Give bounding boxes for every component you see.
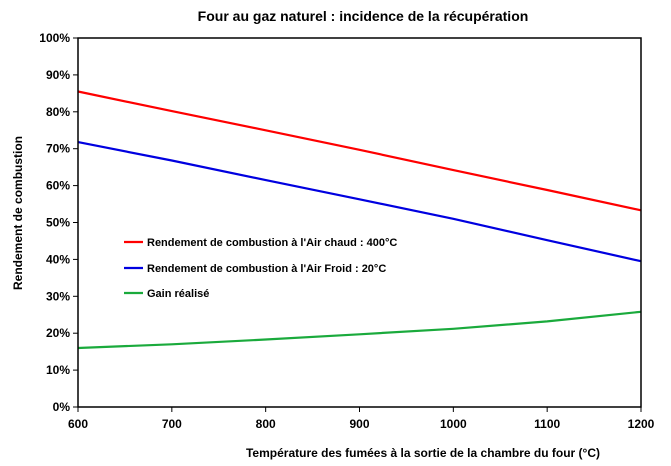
x-tick-label: 1000 xyxy=(440,417,467,431)
x-axis: 600 700 800 900 1000 1100 1200 xyxy=(68,407,655,431)
y-tick-label: 90% xyxy=(46,68,70,82)
y-tick-label: 60% xyxy=(46,179,70,193)
x-tick-label: 1200 xyxy=(628,417,655,431)
x-tick-label: 1100 xyxy=(534,417,560,431)
y-tick-label: 0% xyxy=(53,400,71,414)
y-axis-title: Rendement de combustion xyxy=(11,136,25,290)
chart-title: Four au gaz naturel : incidence de la ré… xyxy=(198,8,529,24)
y-tick-label: 20% xyxy=(46,326,70,340)
y-tick-label: 70% xyxy=(46,142,70,156)
x-tick-label: 700 xyxy=(162,417,182,431)
legend-label: Rendement de combustion à l'Air Froid : … xyxy=(147,263,386,275)
x-axis-title: Température des fumées à la sortie de la… xyxy=(246,446,600,460)
legend: Rendement de combustion à l'Air chaud : … xyxy=(124,237,397,300)
y-tick-label: 10% xyxy=(46,363,70,377)
y-tick-label: 50% xyxy=(46,216,70,230)
x-tick-label: 900 xyxy=(349,417,369,431)
series-layer xyxy=(77,90,642,350)
series-line-air-froid xyxy=(77,141,642,263)
plot-area-border xyxy=(77,37,642,408)
x-tick-label: 800 xyxy=(256,417,276,431)
y-tick-label: 40% xyxy=(46,252,70,266)
y-tick-label: 30% xyxy=(46,289,70,303)
series-line-air-chaud xyxy=(77,90,642,212)
series-line-gain xyxy=(77,310,642,350)
y-axis: 0% 10% 20% 30% 40% 50% 60% 70% 80% 90% 100% xyxy=(39,31,78,414)
legend-label: Gain réalisé xyxy=(147,288,209,300)
y-tick-label: 80% xyxy=(46,105,70,119)
x-tick-label: 600 xyxy=(68,417,88,431)
y-tick-label: 100% xyxy=(39,31,70,45)
legend-label: Rendement de combustion à l'Air chaud : … xyxy=(147,237,397,249)
